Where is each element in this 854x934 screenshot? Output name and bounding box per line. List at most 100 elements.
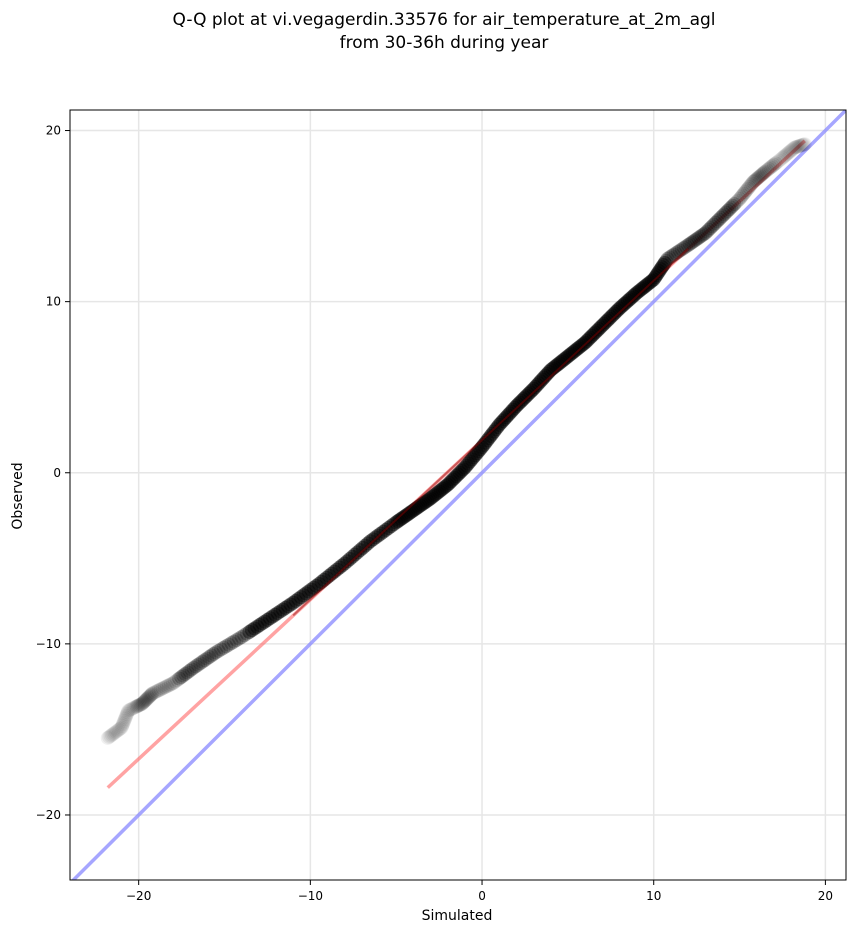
identity-line-group <box>70 110 846 880</box>
quantile-point <box>710 214 725 229</box>
quantile-point <box>133 697 148 712</box>
quantile-point <box>794 138 809 153</box>
quantile-point <box>260 612 275 627</box>
quantile-point <box>136 695 151 710</box>
quantile-point <box>381 521 396 536</box>
quantile-point <box>184 662 199 677</box>
quantile-point <box>449 469 464 484</box>
quantile-point <box>656 258 671 273</box>
quantile-point <box>430 485 445 500</box>
quantile-point <box>666 247 681 262</box>
quantile-point <box>418 495 433 510</box>
quantile-point <box>229 633 244 648</box>
quantile-point <box>699 224 714 239</box>
quantile-point <box>511 397 526 412</box>
quantile-point <box>137 694 152 709</box>
quantile-point <box>705 219 720 234</box>
y-tick-label: 20 <box>46 124 61 138</box>
quantile-point <box>590 323 605 338</box>
quantile-point <box>746 174 761 189</box>
quantile-point <box>753 168 768 183</box>
quantile-point <box>106 726 121 741</box>
quantile-point <box>102 729 117 744</box>
quantile-point <box>502 406 517 421</box>
quantile-point <box>776 149 791 164</box>
y-tick-label: −20 <box>36 808 61 822</box>
quantile-point <box>793 138 808 153</box>
identity-line <box>70 110 846 880</box>
quantile-point <box>738 185 753 200</box>
quantile-point <box>404 504 419 519</box>
quantile-point <box>115 717 130 732</box>
quantile-point <box>273 604 288 619</box>
quantile-point <box>713 210 728 225</box>
quantile-point <box>543 363 558 378</box>
quantile-point <box>121 703 136 718</box>
quantile-point <box>643 275 658 290</box>
quantile-point <box>516 392 531 407</box>
quantile-point <box>252 618 267 633</box>
quantile-point <box>378 522 393 537</box>
quantile-point <box>437 480 452 495</box>
quantile-point <box>464 452 479 467</box>
quantile-point <box>204 648 219 663</box>
quantile-point <box>353 543 368 558</box>
quantile-point <box>459 458 474 473</box>
quantile-point <box>786 141 801 156</box>
quantile-point <box>535 372 550 387</box>
quantile-point <box>788 140 803 155</box>
quantile-point <box>678 239 693 254</box>
quantile-point <box>478 435 493 450</box>
quantile-point <box>416 496 431 511</box>
quantile-point <box>773 152 788 167</box>
quantile-point <box>660 251 675 266</box>
quantile-point <box>500 408 515 423</box>
quantile-point <box>538 368 553 383</box>
quantile-point <box>684 235 699 250</box>
quantile-point <box>170 673 185 688</box>
quantile-point <box>257 614 272 629</box>
quantile-point <box>591 322 606 337</box>
quantile-point <box>686 234 701 249</box>
quantile-point <box>706 217 721 232</box>
x-tick-label: 0 <box>478 889 486 903</box>
quantile-point <box>113 721 128 736</box>
quantile-point <box>141 690 156 705</box>
quantile-point <box>299 586 314 601</box>
quantile-point <box>521 387 536 402</box>
quantile-point <box>797 137 812 152</box>
quantile-point <box>151 683 166 698</box>
quantile-point <box>740 181 755 196</box>
quantile-point <box>288 593 303 608</box>
quantile-point <box>583 330 598 345</box>
quantile-point <box>654 260 669 275</box>
quantile-point <box>296 588 311 603</box>
quantile-point <box>708 215 723 230</box>
quantile-point <box>211 643 226 658</box>
y-axis-label: Observed <box>10 462 26 529</box>
quantile-point <box>314 574 329 589</box>
quantile-point <box>662 250 677 265</box>
quantile-point <box>572 339 587 354</box>
x-axis-ticks: −20 −10 0 10 20 <box>126 880 833 903</box>
quantile-point <box>329 562 344 577</box>
quantile-point <box>186 660 201 675</box>
quantile-point <box>631 284 646 299</box>
quantile-point <box>668 246 683 261</box>
quantile-point <box>770 155 785 170</box>
quantile-point <box>574 338 589 353</box>
fit-line <box>106 139 806 789</box>
quantile-point <box>629 286 644 301</box>
quantile-point <box>200 651 215 666</box>
quantile-point <box>306 580 321 595</box>
quantile-point <box>411 499 426 514</box>
quantile-point <box>371 528 386 543</box>
quantile-point <box>275 602 290 617</box>
quantile-point <box>332 560 347 575</box>
quantile-point <box>311 576 326 591</box>
quantile-point <box>672 243 687 258</box>
quantile-point <box>743 178 758 193</box>
quantile-point <box>168 674 183 689</box>
quantile-point <box>541 364 556 379</box>
quantile-point <box>664 249 679 264</box>
